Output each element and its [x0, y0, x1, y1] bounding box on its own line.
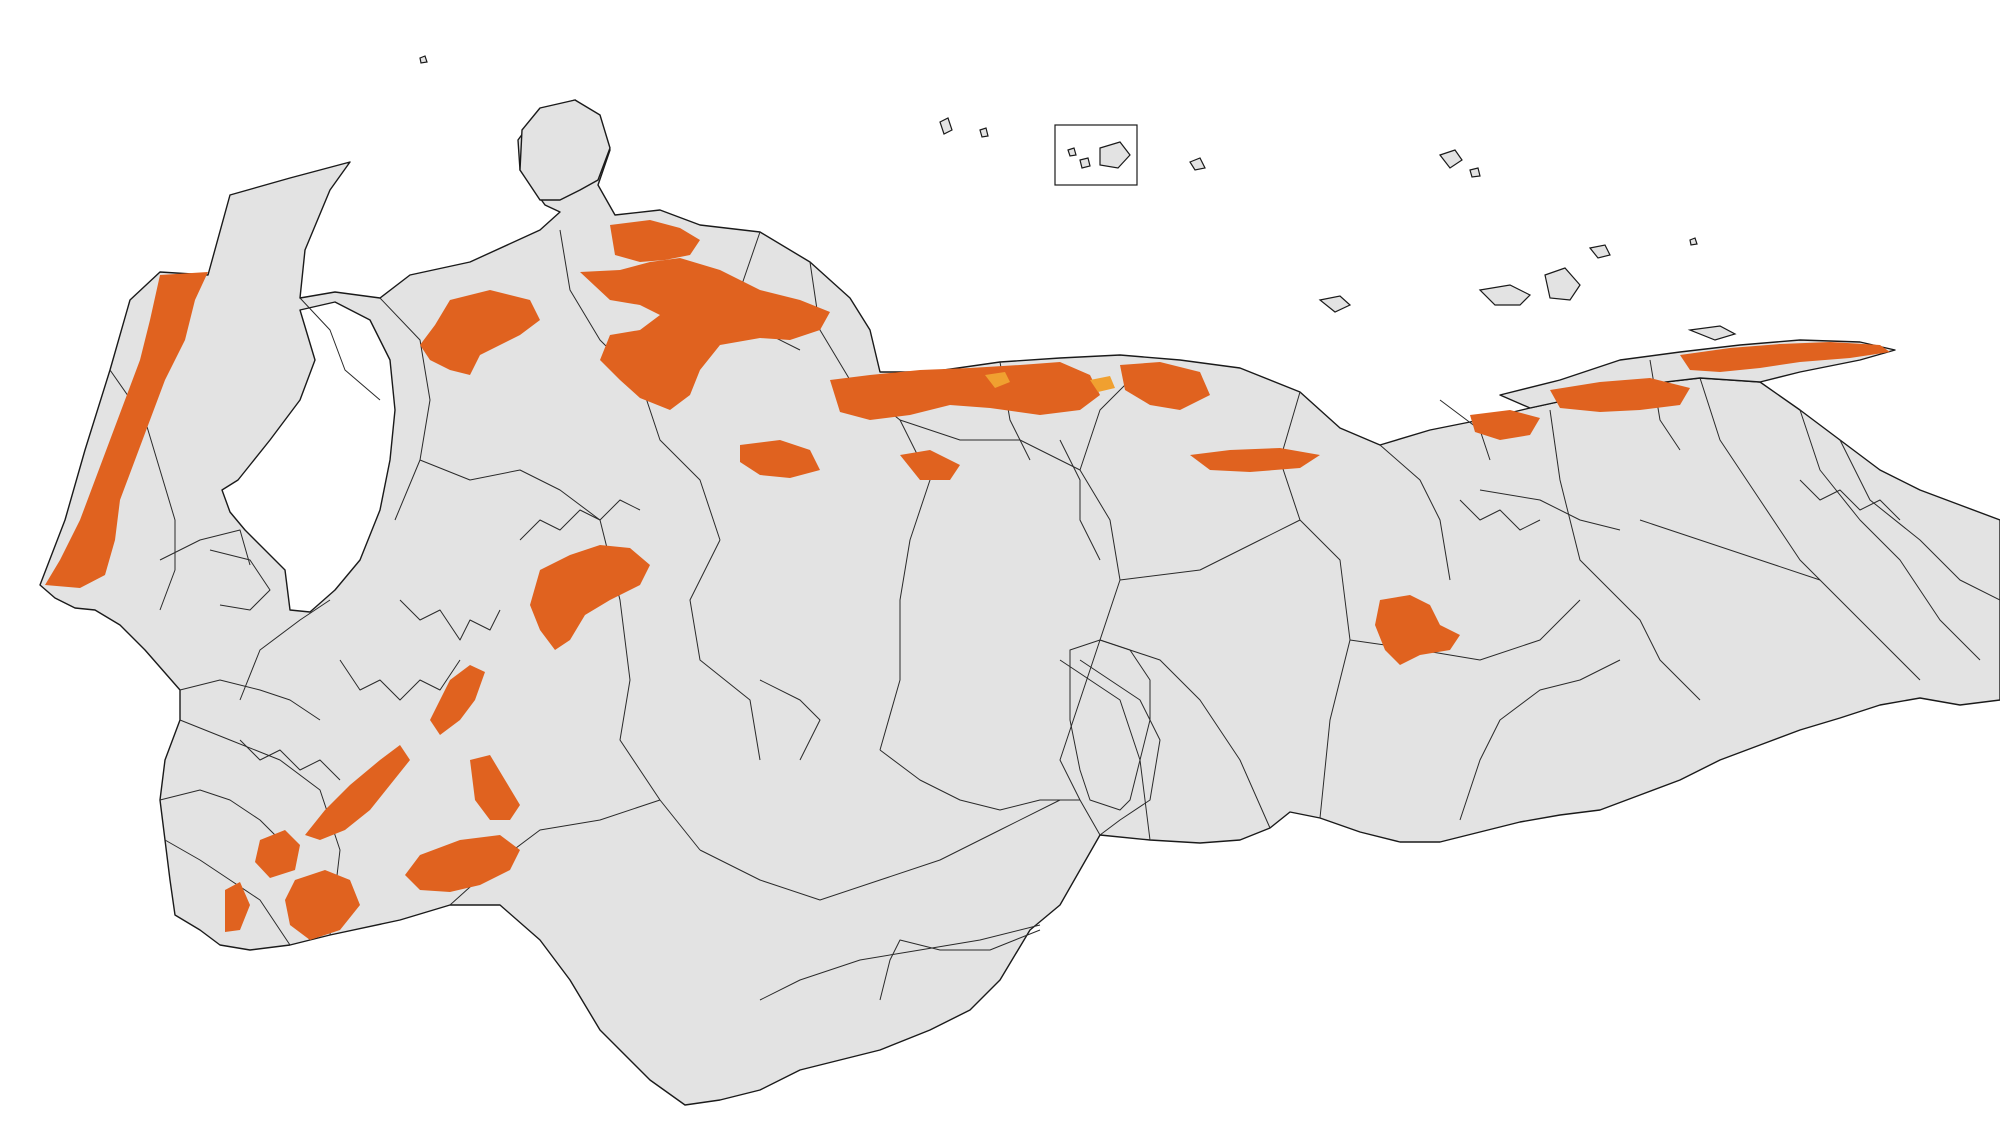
highlight-zone	[225, 882, 250, 932]
island	[1687, 325, 1737, 341]
secondary-zone	[985, 372, 1010, 388]
mainland	[39, 99, 2000, 1106]
highlight-zone	[1550, 378, 1690, 412]
highlight-zone	[1470, 410, 1540, 440]
island	[1079, 157, 1091, 169]
secondary-zone	[1090, 376, 1115, 392]
highlight-zone	[470, 755, 520, 820]
offshore-islands	[419, 55, 1737, 341]
highlight-zone	[405, 835, 520, 892]
island	[1067, 147, 1077, 157]
highlight-zone	[900, 450, 960, 480]
highlight-zone	[1375, 595, 1460, 665]
river-boundaries	[239, 479, 1901, 781]
island	[979, 127, 989, 138]
highlight-zone	[255, 830, 300, 878]
highlight-zone	[1190, 448, 1320, 472]
island	[939, 117, 953, 135]
highlight-patches	[45, 220, 1890, 940]
highlight-zone	[830, 362, 1100, 420]
inset-frame	[1054, 124, 1138, 186]
highlight-zone	[285, 870, 360, 940]
admin-boundaries	[109, 229, 2000, 1001]
highlight-zone	[420, 290, 540, 375]
highlight-zone	[305, 745, 410, 840]
island	[1544, 267, 1581, 301]
highlight-zone	[45, 272, 208, 588]
island	[1478, 284, 1532, 306]
highlight-zone	[1680, 342, 1890, 372]
northern-peninsula	[519, 99, 611, 201]
lake	[221, 301, 396, 613]
highlight-zone	[1120, 362, 1210, 410]
island	[419, 55, 428, 64]
island	[1469, 167, 1481, 178]
island	[1099, 141, 1131, 169]
island	[1318, 295, 1352, 313]
highlight-zone	[740, 440, 820, 478]
island	[1439, 149, 1463, 169]
island-inset	[1054, 124, 1138, 186]
highlight-zone	[610, 220, 700, 262]
island	[1588, 244, 1611, 259]
highlight-zone	[580, 258, 830, 410]
highlight-zone	[430, 665, 485, 735]
highlight-zone	[530, 545, 650, 650]
island	[1689, 237, 1698, 246]
island	[1189, 157, 1206, 171]
